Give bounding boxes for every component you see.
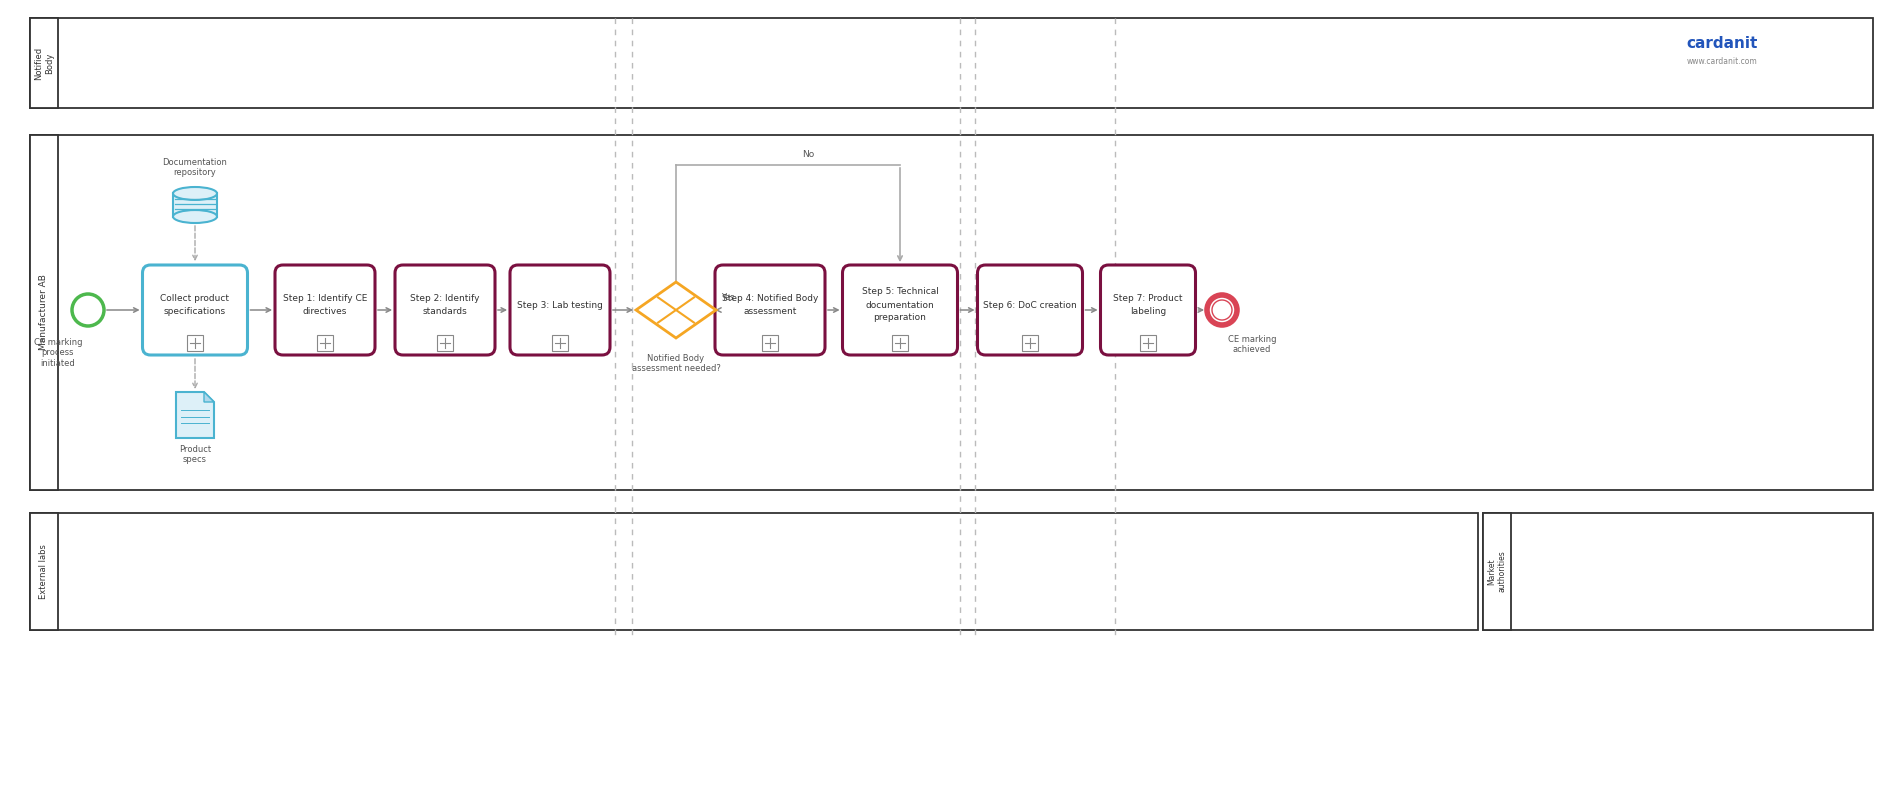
Text: Yes: Yes	[721, 293, 735, 302]
Bar	[30, 513, 57, 630]
Polygon shape	[636, 282, 716, 338]
Text: Step 3: Lab testing: Step 3: Lab testing	[518, 300, 603, 310]
Text: assessment: assessment	[744, 307, 797, 316]
Text: standards: standards	[422, 307, 468, 316]
Bar	[173, 194, 217, 216]
FancyBboxPatch shape	[978, 265, 1083, 355]
Text: labeling: labeling	[1130, 307, 1167, 316]
Text: Step 4: Notified Body: Step 4: Notified Body	[721, 294, 818, 303]
Bar	[438, 335, 453, 351]
Bar	[1482, 513, 1873, 630]
Text: CE marking
process
initiated: CE marking process initiated	[34, 338, 82, 368]
Text: specifications: specifications	[164, 307, 226, 316]
Bar	[186, 335, 204, 351]
Circle shape	[72, 294, 105, 326]
Text: Documentation
repository: Documentation repository	[162, 157, 228, 177]
Text: preparation: preparation	[873, 314, 927, 322]
Bar	[761, 335, 778, 351]
Bar	[1140, 335, 1155, 351]
Bar	[893, 335, 908, 351]
FancyBboxPatch shape	[143, 265, 247, 355]
Text: CE marking
achieved: CE marking achieved	[1227, 335, 1277, 355]
Text: www.cardanit.com: www.cardanit.com	[1686, 57, 1758, 66]
Bar	[1022, 335, 1037, 351]
FancyBboxPatch shape	[276, 265, 375, 355]
Bar	[30, 513, 1479, 630]
Text: Collect product: Collect product	[160, 294, 230, 303]
Text: Market
authorities: Market authorities	[1488, 551, 1507, 592]
Polygon shape	[175, 392, 213, 438]
FancyBboxPatch shape	[716, 265, 826, 355]
Circle shape	[1212, 300, 1231, 320]
Bar	[30, 18, 1873, 108]
Text: Step 5: Technical: Step 5: Technical	[862, 288, 938, 296]
Text: cardanit: cardanit	[1686, 36, 1758, 51]
Bar	[318, 335, 333, 351]
Text: No: No	[801, 150, 814, 159]
Bar	[30, 18, 57, 108]
Text: documentation: documentation	[866, 300, 934, 310]
Bar	[1482, 513, 1511, 630]
FancyBboxPatch shape	[510, 265, 611, 355]
Text: directives: directives	[303, 307, 346, 316]
Bar	[30, 135, 57, 490]
FancyBboxPatch shape	[1100, 265, 1195, 355]
FancyBboxPatch shape	[843, 265, 957, 355]
Text: Notified
Body: Notified Body	[34, 47, 53, 80]
Bar	[30, 135, 1873, 490]
Text: Product
specs: Product specs	[179, 445, 211, 465]
Ellipse shape	[173, 210, 217, 223]
Text: Step 7: Product: Step 7: Product	[1113, 294, 1184, 303]
Text: Manufacturer AB: Manufacturer AB	[40, 275, 48, 351]
Text: External labs: External labs	[40, 544, 48, 599]
Text: Step 2: Identify: Step 2: Identify	[411, 294, 480, 303]
Bar	[552, 335, 567, 351]
Text: Step 1: Identify CE: Step 1: Identify CE	[284, 294, 367, 303]
Text: Step 6: DoC creation: Step 6: DoC creation	[984, 300, 1077, 310]
Ellipse shape	[173, 187, 217, 200]
Circle shape	[1207, 295, 1237, 325]
Polygon shape	[204, 392, 213, 402]
Text: Notified Body
assessment needed?: Notified Body assessment needed?	[632, 354, 721, 374]
FancyBboxPatch shape	[396, 265, 495, 355]
